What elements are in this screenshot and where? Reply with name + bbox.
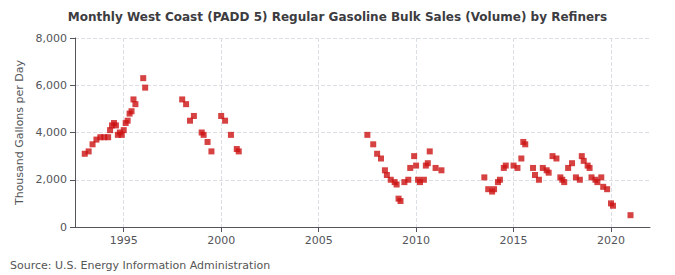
svg-text:2,000: 2,000 bbox=[36, 173, 68, 186]
svg-text:Source: U.S. Energy Informatio: Source: U.S. Energy Information Administ… bbox=[10, 259, 270, 272]
svg-text:6,000: 6,000 bbox=[36, 79, 68, 92]
svg-text:Monthly West Coast (PADD 5) Re: Monthly West Coast (PADD 5) Regular Gaso… bbox=[68, 10, 607, 24]
svg-text:2015: 2015 bbox=[500, 234, 528, 247]
svg-text:8,000: 8,000 bbox=[36, 32, 68, 45]
svg-text:1995: 1995 bbox=[110, 234, 138, 247]
svg-text:2020: 2020 bbox=[597, 234, 625, 247]
svg-text:Thousand Gallons per Day: Thousand Gallons per Day bbox=[13, 59, 26, 206]
svg-text:4,000: 4,000 bbox=[36, 126, 68, 139]
svg-text:2005: 2005 bbox=[305, 234, 333, 247]
svg-text:2000: 2000 bbox=[207, 234, 235, 247]
svg-text:2010: 2010 bbox=[402, 234, 430, 247]
svg-text:0: 0 bbox=[60, 221, 67, 234]
